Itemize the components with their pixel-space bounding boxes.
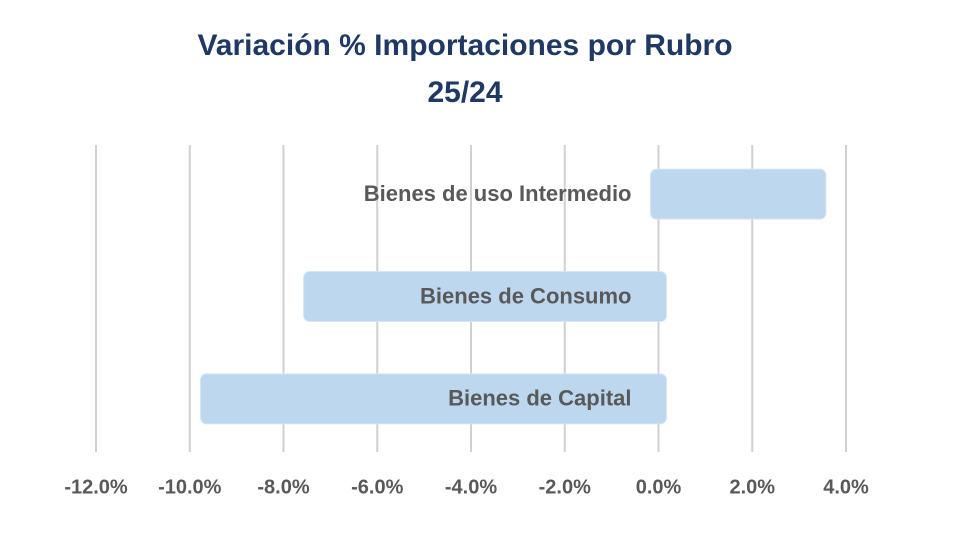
- x-tick-label: 2.0%: [729, 476, 775, 498]
- chart-title: 25/24: [427, 76, 502, 109]
- category-label: Bienes de uso Intermedio: [364, 181, 632, 206]
- x-tick-label: -6.0%: [351, 476, 403, 498]
- x-tick-label: -2.0%: [539, 476, 591, 498]
- x-tick-label: -10.0%: [158, 476, 222, 498]
- x-tick-label: 0.0%: [636, 476, 682, 498]
- x-tick-label: -8.0%: [257, 476, 309, 498]
- x-tick-label: -4.0%: [445, 476, 497, 498]
- chart-title: Variación % Importaciones por Rubro: [197, 29, 732, 62]
- bar: [303, 271, 667, 322]
- x-tick-label: 4.0%: [823, 476, 869, 498]
- x-tick-label: -12.0%: [64, 476, 128, 498]
- category-label: Bienes de Consumo: [420, 283, 631, 308]
- bar: [200, 373, 667, 425]
- bar: [650, 168, 827, 220]
- category-label: Bienes de Capital: [448, 386, 631, 411]
